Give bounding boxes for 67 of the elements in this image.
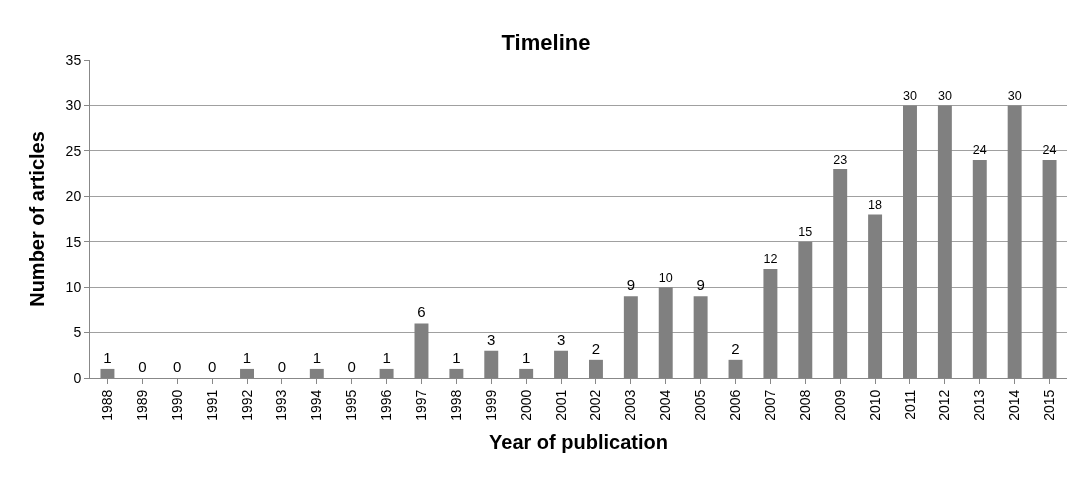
y-axis-title: Number of articles bbox=[26, 131, 49, 307]
y-tick-label: 30 bbox=[65, 97, 82, 114]
x-tick-label: 2012 bbox=[936, 389, 953, 421]
x-tick-label: 2008 bbox=[796, 389, 813, 421]
x-tick-label: 1993 bbox=[273, 389, 290, 421]
y-tick-label: 10 bbox=[65, 279, 82, 296]
x-tick-label: 2005 bbox=[692, 389, 709, 421]
x-tick-label: 1989 bbox=[133, 389, 150, 421]
y-tick-label: 20 bbox=[65, 188, 82, 205]
data-label: 24 bbox=[972, 143, 987, 158]
data-label: 9 bbox=[696, 276, 705, 294]
x-tick-label: 1988 bbox=[99, 389, 115, 421]
data-label: 1 bbox=[382, 348, 391, 366]
y-tick-label: 5 bbox=[73, 324, 82, 341]
x-tick-label: 1998 bbox=[447, 389, 464, 421]
x-tick-label: 2002 bbox=[587, 389, 604, 421]
x-tick-label: 1992 bbox=[238, 389, 255, 421]
x-tick-label: 1997 bbox=[413, 389, 430, 421]
data-label: 30 bbox=[937, 88, 952, 103]
x-tick-label: 2010 bbox=[866, 389, 883, 421]
data-label: 1 bbox=[103, 348, 112, 366]
y-tick-label: 35 bbox=[65, 51, 82, 68]
x-tick-label: 2007 bbox=[761, 389, 778, 421]
data-label: 24 bbox=[1042, 143, 1057, 158]
x-tick-label: 1994 bbox=[308, 389, 325, 421]
data-label: 1 bbox=[521, 348, 531, 366]
data-label: 3 bbox=[556, 330, 566, 348]
chart-title: Timeline bbox=[501, 29, 591, 55]
x-tick-label: 2003 bbox=[622, 389, 639, 421]
x-tick-label: 2013 bbox=[971, 389, 988, 421]
x-tick-label: 2014 bbox=[1006, 389, 1023, 421]
data-label: 15 bbox=[798, 225, 813, 240]
x-axis-title: Year of publication bbox=[489, 431, 668, 454]
data-label: 1 bbox=[452, 348, 461, 366]
data-label: 30 bbox=[1007, 88, 1022, 103]
data-label: 0 bbox=[173, 358, 182, 375]
x-tick-label: 2015 bbox=[1041, 389, 1058, 421]
x-tick-label: 1999 bbox=[482, 389, 499, 421]
x-tick-label: 2001 bbox=[552, 389, 569, 421]
y-tick-label: 25 bbox=[65, 142, 82, 159]
y-tick-label: 15 bbox=[65, 233, 82, 250]
data-label: 23 bbox=[833, 152, 848, 167]
data-label: 3 bbox=[487, 330, 496, 348]
data-label: 12 bbox=[763, 252, 778, 267]
data-label: 0 bbox=[207, 358, 217, 375]
data-label: 1 bbox=[312, 348, 321, 366]
data-label: 9 bbox=[626, 276, 636, 294]
x-tick-label: 2011 bbox=[901, 389, 918, 420]
x-tick-label: 1990 bbox=[168, 389, 185, 421]
data-label: 0 bbox=[138, 358, 147, 375]
x-tick-label: 1991 bbox=[203, 389, 220, 421]
x-tick-label: 1996 bbox=[378, 389, 395, 421]
data-label: 6 bbox=[417, 303, 426, 321]
y-tick-label: 0 bbox=[73, 369, 82, 386]
data-label: 18 bbox=[868, 197, 883, 212]
data-label: 10 bbox=[658, 270, 673, 285]
x-tick-label: 2006 bbox=[727, 389, 744, 421]
data-label: 0 bbox=[277, 358, 287, 375]
x-tick-label: 1995 bbox=[343, 389, 360, 421]
data-label: 2 bbox=[731, 339, 740, 357]
data-label: 1 bbox=[242, 348, 252, 366]
data-label: 30 bbox=[903, 88, 917, 103]
x-tick-label: 2009 bbox=[831, 389, 848, 421]
x-tick-label: 2000 bbox=[517, 389, 534, 421]
data-label: 0 bbox=[347, 358, 356, 375]
x-tick-label: 2004 bbox=[657, 389, 674, 421]
data-label: 2 bbox=[591, 339, 601, 357]
